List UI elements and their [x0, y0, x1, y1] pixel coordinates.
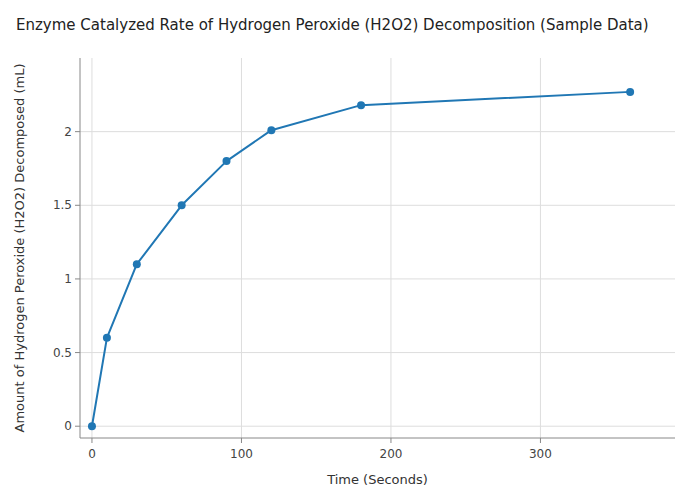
line: [92, 92, 630, 426]
y-axis-line: [80, 58, 81, 438]
plot-area: [88, 88, 634, 430]
tick-mark: [75, 352, 80, 353]
tick-label: 1.5: [53, 198, 72, 212]
tick-label: 2: [64, 125, 72, 139]
point: [133, 260, 141, 268]
point: [88, 422, 96, 430]
tick-mark: [75, 426, 80, 427]
grid-line: [241, 58, 242, 438]
grid: [80, 58, 675, 438]
tick-label: 0.5: [53, 346, 72, 360]
point: [267, 126, 275, 134]
y-axis-label: Amount of Hydrogen Peroxide (H2O2) Decom…: [12, 64, 27, 433]
tick-label: 1: [64, 272, 72, 286]
grid-line: [390, 58, 391, 438]
tick-label: 100: [230, 447, 253, 461]
point: [103, 334, 111, 342]
grid-line: [540, 58, 541, 438]
x-axis-line: [80, 438, 675, 439]
grid-line: [80, 352, 675, 353]
tick-mark: [75, 278, 80, 279]
grid-line: [91, 58, 92, 438]
point: [223, 157, 231, 165]
point: [626, 88, 634, 96]
point: [357, 101, 365, 109]
grid-line: [80, 278, 675, 279]
axes: 0 0.5 1 1.5 2 0 100 200 300: [53, 58, 675, 461]
tick-mark: [75, 131, 80, 132]
x-axis-label: Time (Seconds): [326, 472, 428, 487]
tick-label: 0: [64, 419, 72, 433]
tick-mark: [75, 205, 80, 206]
chart: Enzyme Catalyzed Rate of Hydrogen Peroxi…: [0, 0, 700, 500]
tick-label: 300: [529, 447, 552, 461]
grid-line: [80, 205, 675, 206]
grid-line: [80, 426, 675, 427]
tick-mark: [241, 438, 242, 443]
title: Enzyme Catalyzed Rate of Hydrogen Peroxi…: [16, 16, 649, 34]
grid-line: [80, 131, 675, 132]
tick-label: 200: [380, 447, 403, 461]
tick-label: 0: [88, 447, 96, 461]
tick-mark: [91, 438, 92, 443]
tick-mark: [540, 438, 541, 443]
point: [178, 201, 186, 209]
tick-mark: [390, 438, 391, 443]
